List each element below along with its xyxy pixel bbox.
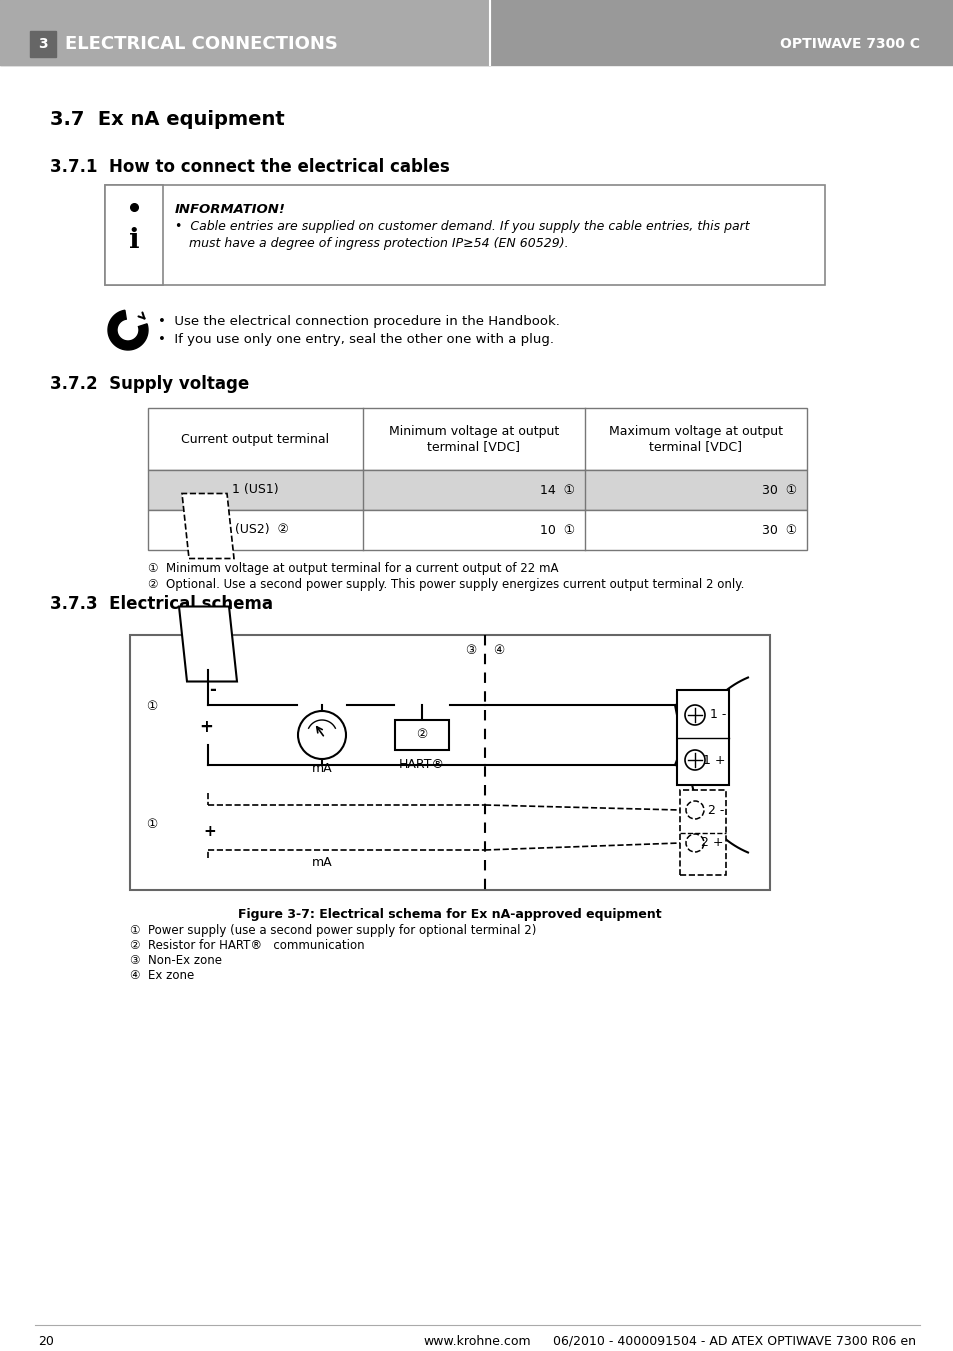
Text: mA: mA xyxy=(312,857,332,870)
Text: ②  Resistor for HART®   communication: ② Resistor for HART® communication xyxy=(130,939,364,952)
Circle shape xyxy=(685,834,703,852)
Text: 06/2010 - 4000091504 - AD ATEX OPTIWAVE 7300 R06 en: 06/2010 - 4000091504 - AD ATEX OPTIWAVE … xyxy=(553,1335,915,1348)
Text: 1 (US1): 1 (US1) xyxy=(232,484,278,497)
Text: -: - xyxy=(210,681,216,698)
Text: ②: ② xyxy=(416,728,427,742)
Bar xyxy=(105,185,824,285)
Text: Minimum voltage at output
terminal [VDC]: Minimum voltage at output terminal [VDC] xyxy=(389,426,558,453)
Text: INFORMATION!: INFORMATION! xyxy=(174,203,286,216)
Bar xyxy=(677,690,728,785)
Bar xyxy=(148,470,806,509)
Text: 3.7.2  Supply voltage: 3.7.2 Supply voltage xyxy=(50,376,249,393)
Text: 1 -: 1 - xyxy=(709,708,725,721)
Bar xyxy=(0,0,953,65)
Text: ①: ① xyxy=(146,819,157,831)
Text: www.krohne.com: www.krohne.com xyxy=(423,1335,530,1348)
Circle shape xyxy=(685,801,703,819)
Text: ①: ① xyxy=(146,701,157,713)
Polygon shape xyxy=(179,607,236,681)
Text: Current output terminal: Current output terminal xyxy=(181,432,329,446)
Bar xyxy=(0,0,490,65)
Text: ③: ③ xyxy=(465,644,476,658)
Bar xyxy=(395,720,449,750)
Circle shape xyxy=(684,705,704,725)
Bar xyxy=(30,31,56,57)
Bar xyxy=(148,408,806,470)
Text: 30  ①: 30 ① xyxy=(761,523,796,536)
Text: +: + xyxy=(203,824,216,839)
Text: 2 (US2)  ②: 2 (US2) ② xyxy=(222,523,288,536)
Text: ①  Minimum voltage at output terminal for a current output of 22 mA: ① Minimum voltage at output terminal for… xyxy=(148,562,558,576)
Text: 2 -: 2 - xyxy=(707,804,723,816)
Text: +: + xyxy=(199,717,213,736)
Text: ①  Power supply (use a second power supply for optional terminal 2): ① Power supply (use a second power suppl… xyxy=(130,924,536,938)
Text: •  Cable entries are supplied on customer demand. If you supply the cable entrie: • Cable entries are supplied on customer… xyxy=(174,220,749,232)
Text: •  If you use only one entry, seal the other one with a plug.: • If you use only one entry, seal the ot… xyxy=(158,332,554,346)
Text: 3.7.1  How to connect the electrical cables: 3.7.1 How to connect the electrical cabl… xyxy=(50,158,449,176)
Polygon shape xyxy=(182,493,233,558)
Text: 1 +: 1 + xyxy=(702,754,725,766)
Text: ③  Non-Ex zone: ③ Non-Ex zone xyxy=(130,954,222,967)
Text: 30  ①: 30 ① xyxy=(761,484,796,497)
Text: HART®: HART® xyxy=(398,758,444,770)
Text: Figure 3-7: Electrical schema for Ex nA-approved equipment: Figure 3-7: Electrical schema for Ex nA-… xyxy=(238,908,661,921)
Bar xyxy=(130,635,769,890)
Circle shape xyxy=(297,711,346,759)
Bar xyxy=(148,509,806,550)
Bar xyxy=(105,185,163,285)
Text: •  Use the electrical connection procedure in the Handbook.: • Use the electrical connection procedur… xyxy=(158,315,559,328)
Text: 3.7.3  Electrical schema: 3.7.3 Electrical schema xyxy=(50,594,273,613)
Text: 3.7  Ex nA equipment: 3.7 Ex nA equipment xyxy=(50,109,284,128)
Polygon shape xyxy=(108,311,148,350)
Text: ④  Ex zone: ④ Ex zone xyxy=(130,969,194,982)
Text: Maximum voltage at output
terminal [VDC]: Maximum voltage at output terminal [VDC] xyxy=(608,426,782,453)
Text: i: i xyxy=(129,227,139,254)
Text: OPTIWAVE 7300 C: OPTIWAVE 7300 C xyxy=(780,36,919,51)
Text: 2 +: 2 + xyxy=(700,836,723,850)
Bar xyxy=(679,790,725,875)
Text: mA: mA xyxy=(312,762,332,774)
Text: 3: 3 xyxy=(38,36,48,51)
Text: ②  Optional. Use a second power supply. This power supply energizes current outp: ② Optional. Use a second power supply. T… xyxy=(148,578,743,590)
Text: 14  ①: 14 ① xyxy=(539,484,575,497)
Text: 10  ①: 10 ① xyxy=(539,523,575,536)
Text: ELECTRICAL CONNECTIONS: ELECTRICAL CONNECTIONS xyxy=(65,35,337,53)
Circle shape xyxy=(684,750,704,770)
Text: 20: 20 xyxy=(38,1335,53,1348)
Text: ④: ④ xyxy=(493,644,504,658)
Text: must have a degree of ingress protection IP≥54 (EN 60529).: must have a degree of ingress protection… xyxy=(189,236,568,250)
